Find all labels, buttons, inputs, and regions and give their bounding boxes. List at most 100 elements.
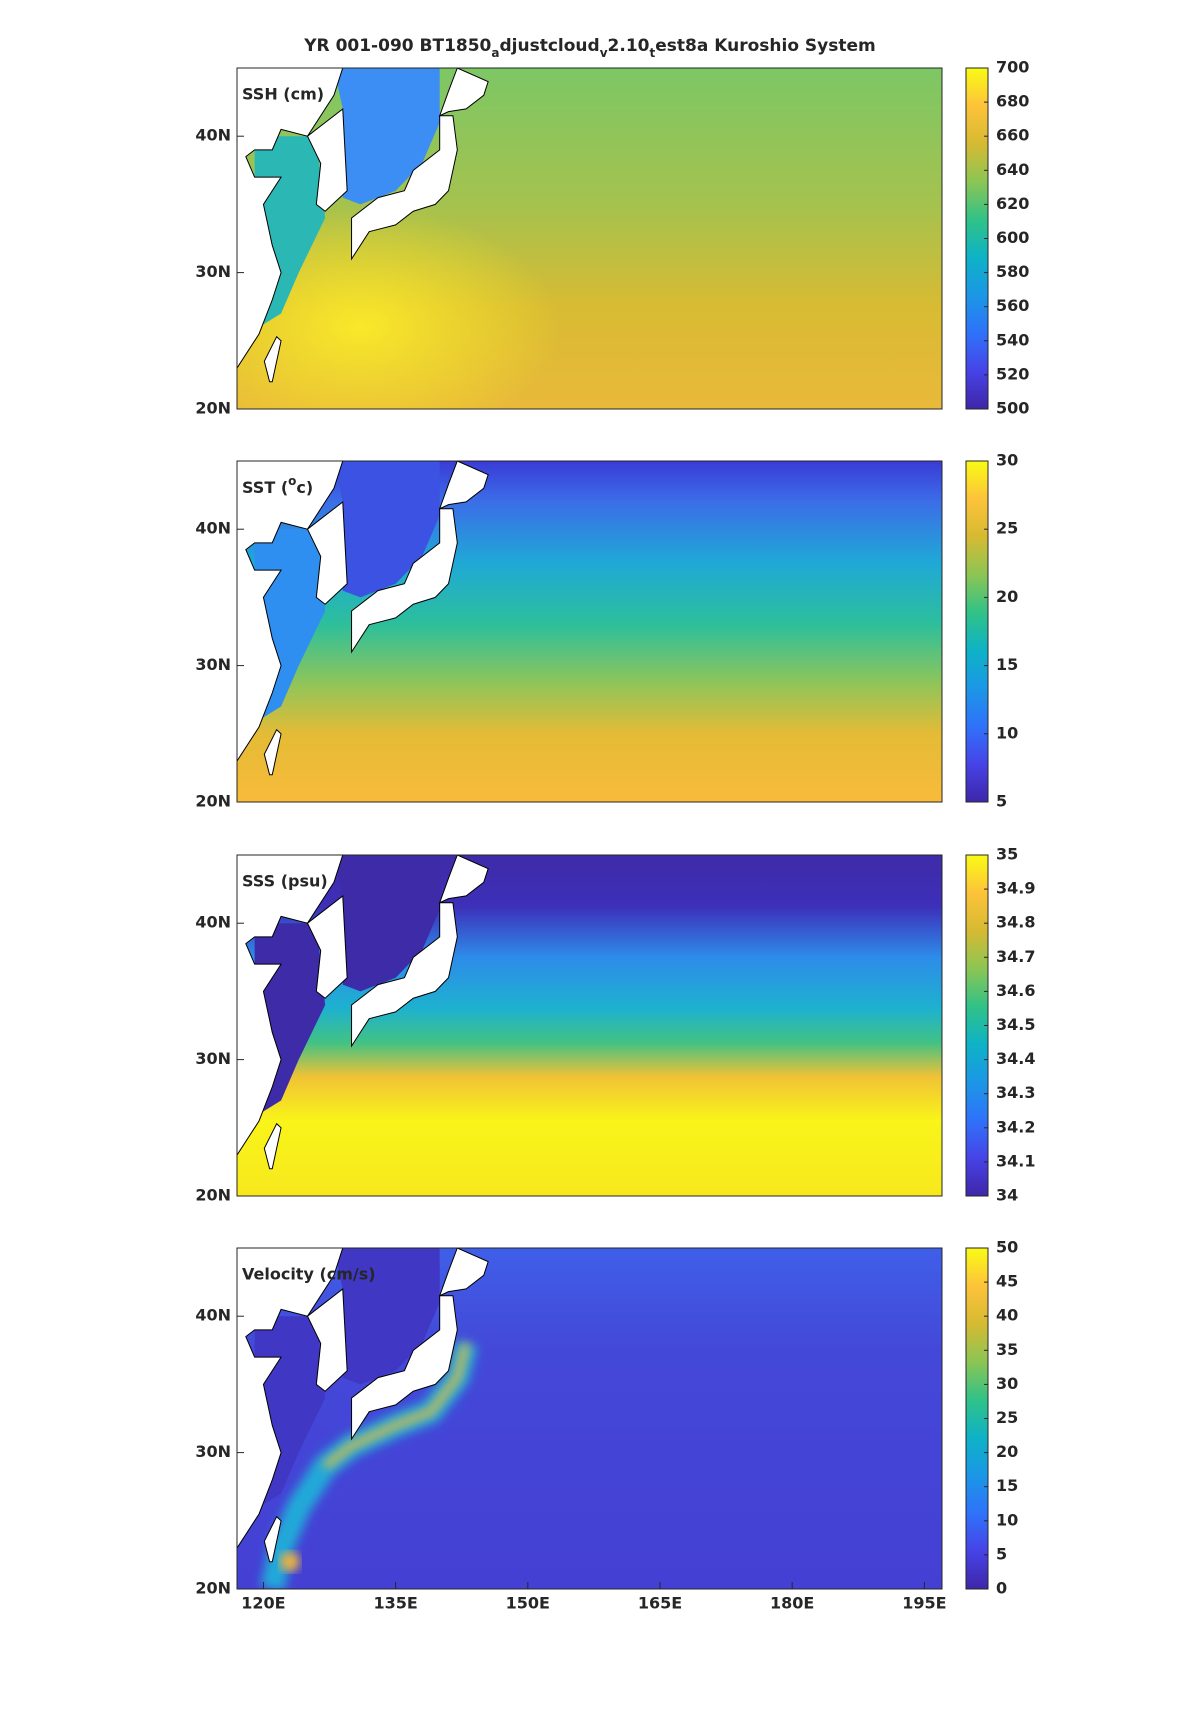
land: [263, 335, 282, 383]
land: [263, 1122, 282, 1170]
land: [351, 508, 458, 654]
colorbar-tick-label: 30: [996, 1374, 1018, 1393]
land: [237, 68, 344, 370]
colorbar-tick-label: 520: [996, 364, 1029, 383]
land: [306, 107, 348, 212]
x-tick-label: 165E: [638, 1594, 682, 1613]
land: [438, 1248, 489, 1297]
land: [306, 1287, 348, 1392]
y-tick-label: 40N: [195, 126, 231, 145]
map-panel: SSS (psu) 20N 30N 40N 34 34.1 34.2 34.3 34.4 34.5…: [195, 845, 1035, 1205]
field: [237, 855, 942, 1196]
y-tick-label: 30N: [195, 1049, 231, 1068]
colorbar-tick-label: 34.7: [996, 947, 1035, 966]
x-tick-label: 150E: [506, 1594, 550, 1613]
y-tick-label: 30N: [195, 1442, 231, 1461]
colorbar-tick-label: 560: [996, 296, 1029, 315]
y-tick-label: 20N: [195, 1186, 231, 1205]
y-tick-label: 30N: [195, 655, 231, 674]
colorbar-tick-label: 50: [996, 1238, 1018, 1257]
x-tick-label: 195E: [902, 1594, 946, 1613]
colorbar-tick-label: 35: [996, 1340, 1018, 1359]
text-part: t: [649, 46, 655, 60]
colorbar: [965, 460, 989, 803]
map-panel: SSH (cm) 20N 30N 40N 500 520 540 560 580 600 620 64…: [195, 58, 1029, 418]
colorbar-tick-label: 15: [996, 1476, 1018, 1495]
colorbar-tick-label: 5: [996, 792, 1007, 811]
colorbar-tick-label: 540: [996, 330, 1029, 349]
colorbar-tick-label: 34.5: [996, 1015, 1035, 1034]
plot-frame: [236, 1247, 943, 1590]
colorbar-tick-label: 45: [996, 1272, 1018, 1291]
colorbar-tick-label: 35: [996, 845, 1018, 864]
colorbar-tick-label: 10: [996, 1510, 1018, 1529]
colorbar-tick-label: 30: [996, 451, 1018, 470]
colorbar-tick-label: 25: [996, 1408, 1018, 1427]
land: [306, 500, 348, 605]
land: [351, 902, 458, 1048]
field: [237, 68, 942, 409]
land: [237, 855, 344, 1157]
colorbar-tick-label: 20: [996, 1442, 1018, 1461]
colorbar-tick-label: 34.3: [996, 1083, 1035, 1102]
text-part: djustcloud: [500, 36, 600, 56]
panel-label: Velocity (cm/s): [242, 1265, 376, 1284]
text-part: est8a Kuroshio System: [655, 36, 876, 56]
y-tick-label: 40N: [195, 1306, 231, 1325]
land: [351, 115, 458, 261]
land: [438, 461, 489, 510]
colorbar-tick-label: 34.9: [996, 879, 1035, 898]
text-part: SST (: [242, 478, 288, 497]
colorbar-tick-label: 5: [996, 1544, 1007, 1563]
y-tick-label: 20N: [195, 399, 231, 418]
figure-title: YR 001-090 BT1850adjustcloudv2.10test8a …: [303, 36, 875, 60]
colorbar-tick-label: 0: [996, 1579, 1007, 1598]
colorbar-tick-label: 34.2: [996, 1117, 1035, 1136]
colorbar-tick-label: 34: [996, 1186, 1018, 1205]
x-tick-label: 135E: [373, 1594, 417, 1613]
land: [263, 1515, 282, 1563]
text-part: c): [296, 478, 313, 497]
colorbar-tick-label: 20: [996, 587, 1018, 606]
land: [263, 728, 282, 776]
y-tick-label: 40N: [195, 913, 231, 932]
panel-label: SSS (psu): [242, 872, 328, 891]
text-part: YR 001-090 BT1850: [303, 36, 491, 56]
text-part: a: [491, 46, 499, 60]
land: [351, 1295, 458, 1441]
map-panel: Velocity (cm/s) 20N 30N 40N 120E 135E 150E 165E…: [195, 1238, 1018, 1613]
y-tick-label: 40N: [195, 519, 231, 538]
colorbar-tick-label: 700: [996, 58, 1029, 77]
x-tick-label: 120E: [241, 1594, 285, 1613]
colorbar-tick-label: 15: [996, 655, 1018, 674]
colorbar-tick-label: 640: [996, 160, 1029, 179]
x-tick-label: 180E: [770, 1594, 814, 1613]
land: [237, 1248, 344, 1550]
land: [438, 68, 489, 117]
land: [237, 461, 344, 763]
colorbar-tick-label: 40: [996, 1306, 1018, 1325]
colorbar-tick-label: 580: [996, 262, 1029, 281]
text-part: o: [288, 474, 296, 488]
colorbar-tick-label: 600: [996, 228, 1029, 247]
panel-label: SST (oc): [242, 474, 313, 497]
colorbar-tick-label: 620: [996, 194, 1029, 213]
plot-frame: [236, 854, 943, 1197]
y-tick-label: 30N: [195, 262, 231, 281]
colorbar-tick-label: 34.8: [996, 913, 1035, 932]
colorbar-tick-label: 10: [996, 723, 1018, 742]
current-spot: [279, 1551, 300, 1572]
colorbar-tick-label: 680: [996, 92, 1029, 111]
text-part: 2.10: [608, 36, 650, 56]
colorbar-tick-label: 25: [996, 519, 1018, 538]
panel-label: SSH (cm): [242, 85, 324, 104]
land: [438, 855, 489, 904]
y-tick-label: 20N: [195, 1579, 231, 1598]
colorbar-tick-label: 34.4: [996, 1049, 1035, 1068]
warm-pool: [237, 207, 561, 409]
text-part: v: [600, 46, 608, 60]
plot-frame: [236, 67, 943, 410]
plot-frame: [236, 460, 943, 803]
current-core: [322, 1342, 470, 1470]
